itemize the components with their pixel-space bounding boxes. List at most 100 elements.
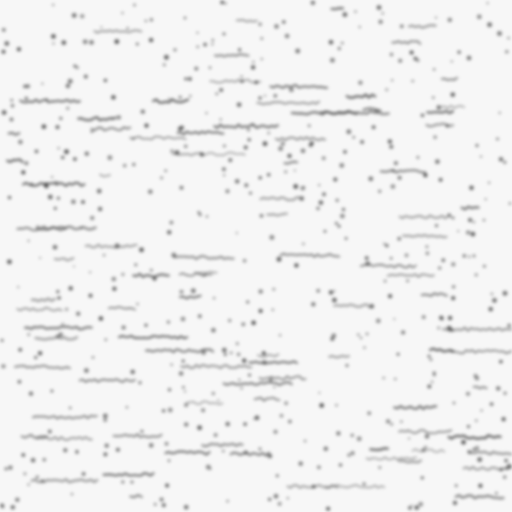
noise-dot — [179, 289, 184, 294]
noise-dot — [433, 373, 436, 377]
noise-dot — [287, 153, 292, 158]
noise-dot — [469, 185, 474, 190]
noise-dot — [430, 380, 434, 384]
noise-dot — [57, 147, 60, 150]
noise-dot — [376, 5, 382, 10]
noise-dot — [138, 381, 142, 385]
noise-dot — [259, 214, 264, 218]
noise-dot — [235, 231, 238, 235]
noise-stroke — [78, 378, 136, 383]
noise-dot — [258, 308, 263, 313]
noise-dot — [159, 497, 164, 502]
noise-dot — [432, 371, 436, 375]
noise-dot — [477, 457, 483, 462]
noise-dot — [201, 408, 205, 413]
noise-dot — [350, 433, 354, 437]
noise-dot — [81, 472, 86, 476]
noise-dot — [235, 342, 239, 345]
noise-dot — [26, 84, 30, 89]
noise-dot — [504, 458, 508, 463]
noise-dot — [55, 125, 60, 129]
noise-dot — [140, 109, 145, 114]
noise-dot — [284, 170, 288, 174]
noise-stroke — [279, 252, 341, 258]
noise-dot — [447, 17, 452, 22]
noise-dot — [52, 42, 55, 45]
noise-dot — [466, 230, 471, 235]
noise-dot — [139, 247, 144, 253]
noise-dot — [64, 149, 69, 155]
noise-dot — [10, 99, 13, 102]
noise-dot — [121, 325, 126, 330]
noise-dot — [262, 141, 268, 147]
noise-dot — [197, 425, 202, 431]
noise-dot — [10, 505, 15, 510]
noise-dot — [398, 58, 403, 63]
noise-dot — [243, 145, 248, 150]
noise-dot — [391, 79, 394, 82]
noise-dot — [258, 447, 262, 451]
noise-stroke — [324, 484, 386, 489]
noise-dot — [424, 434, 430, 439]
noise-dot — [65, 307, 69, 311]
noise-dot — [126, 27, 129, 30]
noise-dot — [461, 439, 466, 445]
noise-stroke — [328, 354, 350, 359]
noise-dot — [90, 130, 94, 133]
noise-dot — [225, 421, 230, 427]
noise-dot — [330, 336, 335, 341]
noise-dot — [23, 472, 27, 476]
noise-dot — [267, 173, 271, 177]
noise-dot — [271, 308, 274, 311]
noise-dot — [499, 359, 503, 364]
noise-dot — [249, 191, 252, 195]
noise-dot — [286, 497, 289, 500]
noise-stroke — [468, 450, 512, 456]
noise-dot — [225, 189, 230, 194]
noise-dot — [90, 215, 95, 221]
noise-dot — [184, 422, 189, 427]
noise-dot — [107, 155, 113, 161]
noise-dot — [276, 256, 282, 262]
noise-stroke — [209, 78, 262, 84]
noise-dot — [323, 230, 327, 233]
noise-dot — [311, 302, 316, 307]
noise-dot — [362, 482, 366, 486]
noise-dot — [475, 419, 478, 422]
noise-dot — [115, 447, 120, 452]
noise-dot — [452, 500, 458, 505]
noise-stroke — [369, 447, 389, 451]
noise-dot — [178, 371, 184, 376]
noise-stroke — [102, 472, 155, 477]
noise-dot — [289, 87, 294, 93]
noise-dot — [277, 502, 282, 506]
noise-dot — [144, 123, 149, 128]
noise-dot — [484, 198, 487, 201]
noise-dot — [299, 196, 305, 201]
noise-dot — [282, 20, 286, 24]
noise-dot — [248, 373, 251, 377]
noise-dot — [182, 386, 185, 389]
noise-dot — [167, 230, 172, 235]
noise-dot — [475, 144, 479, 147]
noise-dot — [170, 149, 174, 153]
noise-dot — [274, 24, 279, 29]
noise-dot — [97, 206, 103, 212]
noise-dot — [234, 179, 240, 184]
noise-dot — [153, 503, 157, 506]
noise-dot — [194, 66, 199, 71]
noise-dot — [421, 315, 426, 319]
noise-dot — [136, 302, 139, 306]
noise-dot — [317, 465, 321, 470]
noise-dot — [121, 272, 125, 276]
noise-dot — [394, 377, 397, 381]
noise-dot — [316, 206, 320, 210]
noise-dot — [178, 95, 182, 99]
noise-dot — [134, 263, 138, 267]
noise-dot — [184, 403, 188, 407]
noise-dot — [367, 411, 371, 415]
noise-dot — [181, 359, 185, 363]
noise-dot — [228, 158, 233, 162]
noise-stroke — [248, 360, 298, 365]
noise-stroke — [16, 226, 68, 232]
